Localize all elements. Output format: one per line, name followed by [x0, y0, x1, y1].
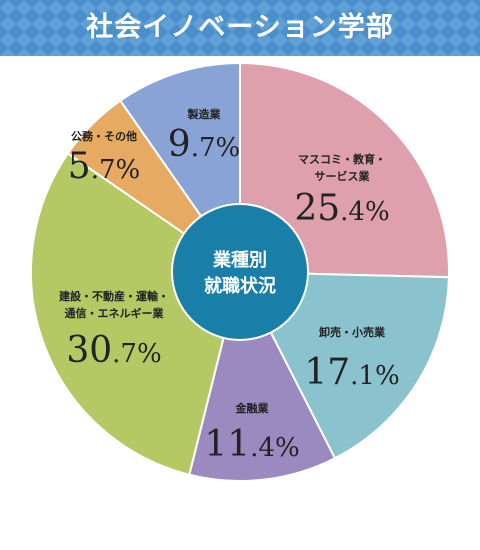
- slice-value-label: 5.7%: [68, 146, 140, 187]
- slice-value-label: 9.7%: [168, 124, 240, 165]
- slice-category-label: 建設・不動産・運輸・: [59, 289, 169, 303]
- center-circle: [171, 203, 309, 341]
- center-label-line1: 業種別: [212, 249, 267, 271]
- slice-value-label: 11.4%: [204, 424, 299, 465]
- slice-value-label: 25.4%: [294, 188, 389, 229]
- slice-category-label: 製造業: [187, 107, 222, 121]
- header-banner: 社会イノベーション学部: [0, 0, 480, 56]
- center-label-line2: 就職状況: [204, 275, 276, 297]
- slice-category-label: 通信・エネルギー業: [65, 306, 165, 320]
- slice-category-label: 金融業: [235, 401, 270, 415]
- slice-value-label: 17.1%: [304, 352, 399, 393]
- slice-category-label: 公務・その他: [71, 129, 137, 143]
- slice-category-label: 卸売・小売業: [319, 325, 386, 339]
- banner-pattern: [0, 0, 480, 56]
- pie-slice: [188, 269, 337, 482]
- pie-chart: 業種別 就職状況 マスコミ・教育・サービス業 25.4% 卸売・小売業 17.1% 金融…: [30, 61, 450, 482]
- pie-slice: [239, 61, 450, 279]
- slice-labels: マスコミ・教育・サービス業 25.4% 卸売・小売業 17.1% 金融業 11.4% 建設・…: [59, 107, 400, 465]
- slice-category-label: サービス業: [315, 169, 371, 183]
- slice-category-label: マスコミ・教育・: [298, 152, 386, 166]
- slice-value-label: 30.7%: [66, 330, 161, 371]
- pie-slice: [238, 270, 450, 460]
- page-title: 社会イノベーション学部: [86, 12, 394, 43]
- pie-slice: [30, 152, 242, 476]
